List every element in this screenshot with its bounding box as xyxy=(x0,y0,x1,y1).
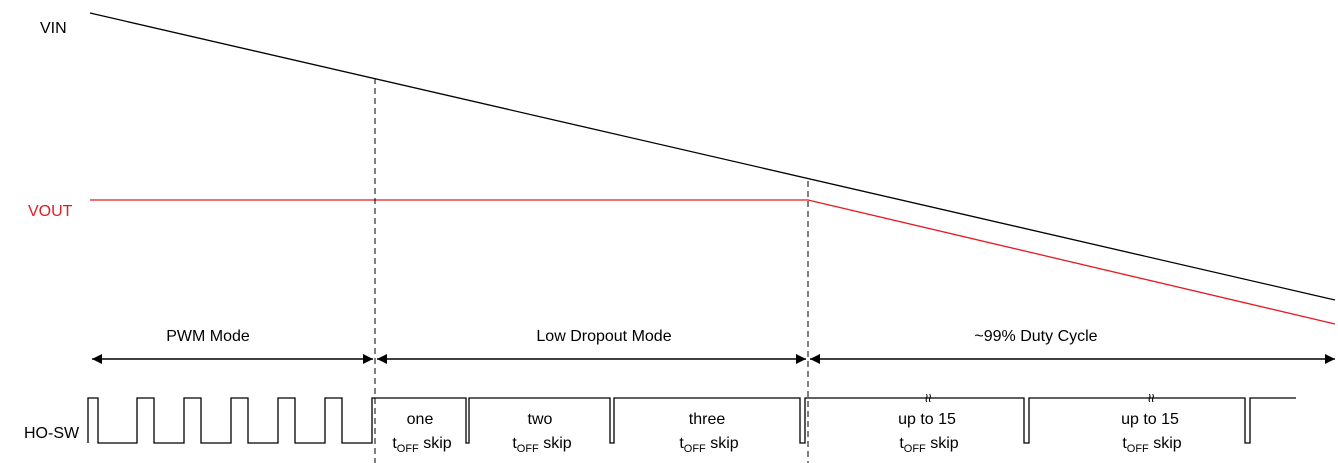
vout-line xyxy=(90,199,1336,325)
skip-label-up-to-15-b-count: up to 15 xyxy=(1121,411,1179,428)
skip-label-three: three tOFF skip xyxy=(679,411,738,455)
break-symbol-1: ≈ xyxy=(919,394,936,403)
vin-label: VIN xyxy=(40,20,67,37)
skip-label-up-to-15-b: up to 15 tOFF skip xyxy=(1121,411,1182,455)
pwm-mode-label: PWM Mode xyxy=(166,328,250,345)
low-dropout-mode-label: Low Dropout Mode xyxy=(536,328,671,345)
vout-label: VOUT xyxy=(28,203,73,220)
skip-label-up-to-15-a-text: tOFF skip xyxy=(899,435,958,455)
skip-label-two-count: two xyxy=(528,411,553,428)
ho-sw-waveform xyxy=(87,397,1296,444)
vin-line xyxy=(89,12,1336,301)
skip-label-two: two tOFF skip xyxy=(512,411,571,455)
skip-label-one: one tOFF skip xyxy=(392,411,451,455)
skip-label-up-to-15-a: up to 15 tOFF skip xyxy=(898,411,959,455)
skip-label-up-to-15-a-count: up to 15 xyxy=(898,411,956,428)
skip-label-one-text: tOFF skip xyxy=(392,435,451,455)
skip-label-one-count: one xyxy=(407,411,434,428)
skip-label-three-text: tOFF skip xyxy=(679,435,738,455)
skip-label-three-count: three xyxy=(689,411,726,428)
break-symbol-2: ≈ xyxy=(1142,394,1159,403)
ho-sw-label: HO-SW xyxy=(24,425,80,442)
skip-label-up-to-15-b-text: tOFF skip xyxy=(1122,435,1181,455)
duty-cycle-label: ~99% Duty Cycle xyxy=(974,328,1097,345)
skip-label-two-text: tOFF skip xyxy=(512,435,571,455)
